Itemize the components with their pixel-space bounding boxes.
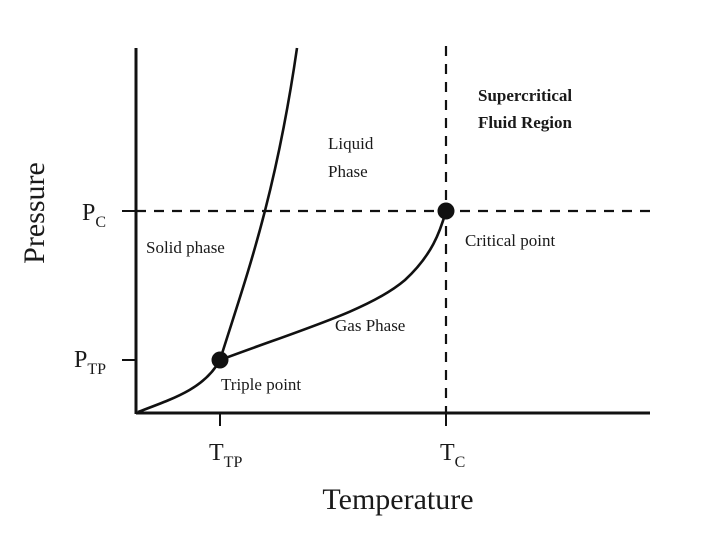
supercritical-label-line1: Supercritical: [478, 86, 572, 105]
p-c-tick-label: PC: [82, 200, 106, 231]
p-c-main: P: [82, 200, 95, 226]
supercritical-label-line2: Fluid Region: [478, 113, 573, 132]
melting-curve: [218, 47, 299, 361]
p-c-sub: C: [95, 214, 106, 231]
triple-point-label: Triple point: [221, 375, 301, 394]
vaporization-curve: [219, 210, 448, 362]
liquid-label-line1: Liquid: [328, 134, 374, 153]
x-axis-title: Temperature: [322, 483, 473, 516]
t-c-sub: C: [455, 454, 466, 471]
p-tp-sub: TP: [87, 361, 106, 378]
solid-phase-label: Solid phase: [146, 238, 225, 257]
t-tp-main: T: [209, 440, 224, 466]
t-tp-sub: TP: [224, 454, 243, 471]
t-c-tick-label: TC: [440, 440, 465, 471]
t-tp-tick-label: TTP: [209, 440, 242, 471]
liquid-label-line2: Phase: [328, 162, 368, 181]
critical-point-marker: [437, 202, 455, 220]
gas-phase-label: Gas Phase: [335, 316, 405, 335]
p-tp-main: P: [74, 347, 87, 373]
sublimation-curve: [137, 359, 222, 414]
triple-point-marker: [211, 351, 229, 369]
t-c-main: T: [440, 440, 455, 466]
p-tp-tick-label: PTP: [74, 347, 106, 378]
y-axis-title: Pressure: [18, 162, 51, 264]
critical-point-label: Critical point: [465, 231, 555, 250]
